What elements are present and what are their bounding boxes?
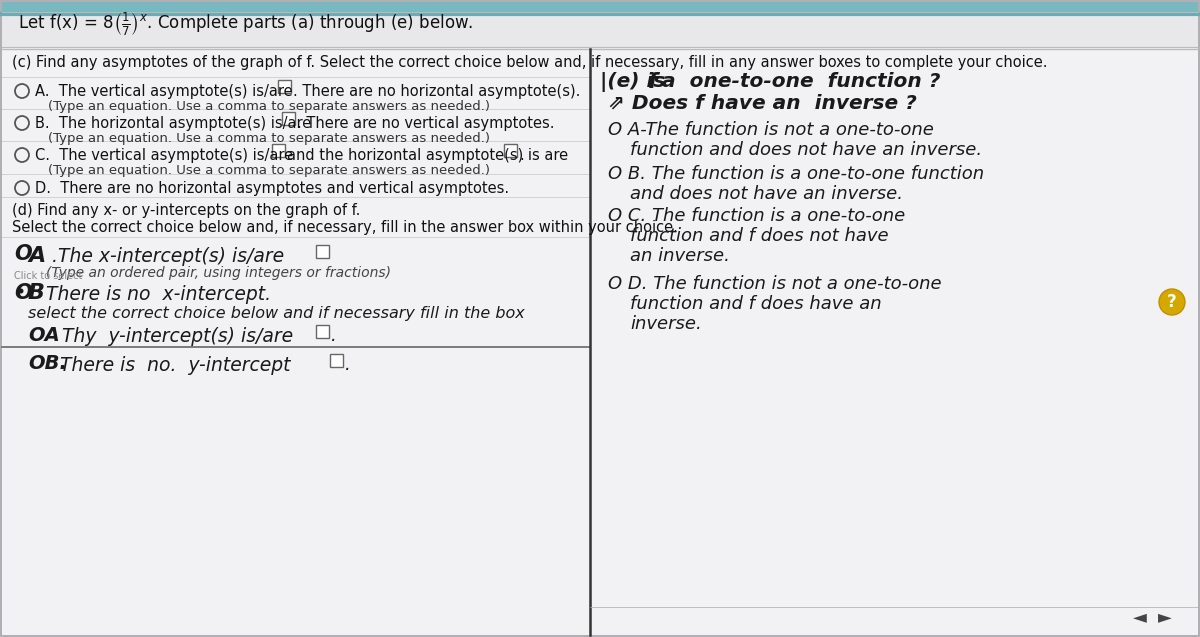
Text: O C. The function is a one-to-one: O C. The function is a one-to-one <box>608 207 905 225</box>
Text: a  one-to-one  function ?: a one-to-one function ? <box>662 72 941 91</box>
Text: O B. The function is a one-to-one function: O B. The function is a one-to-one functi… <box>608 165 984 183</box>
Bar <box>278 80 292 92</box>
Text: B.  The horizontal asymptote(s) is/are: B. The horizontal asymptote(s) is/are <box>35 116 316 131</box>
Bar <box>2 2 1198 12</box>
Text: (Type an equation. Use a comma to separate answers as needed.): (Type an equation. Use a comma to separa… <box>48 132 490 145</box>
Circle shape <box>18 289 24 294</box>
Text: .: . <box>346 356 350 374</box>
Text: (d) Find any x- or y-intercepts on the graph of f.: (d) Find any x- or y-intercepts on the g… <box>12 203 360 218</box>
Text: ?: ? <box>1168 293 1177 311</box>
Text: function and f does have an: function and f does have an <box>630 295 882 313</box>
Text: inverse.: inverse. <box>630 315 702 333</box>
Text: f: f <box>648 72 658 92</box>
Text: |(e) is: |(e) is <box>600 72 665 92</box>
Text: B: B <box>28 283 46 303</box>
Text: A: A <box>28 246 46 266</box>
Circle shape <box>1159 289 1186 315</box>
Text: ⇗ Does f have an  inverse ?: ⇗ Does f have an inverse ? <box>608 94 917 113</box>
Text: (c) Find any asymptotes of the graph of f. Select the correct choice below and, : (c) Find any asymptotes of the graph of … <box>12 55 1048 70</box>
Text: . There are no horizontal asymptote(s).: . There are no horizontal asymptote(s). <box>293 84 581 99</box>
Text: OA: OA <box>28 326 60 345</box>
Text: and the horizontal asymptote(s) is are: and the horizontal asymptote(s) is are <box>287 148 572 163</box>
Bar <box>2 12 1198 47</box>
Text: function and f does not have: function and f does not have <box>630 227 889 245</box>
Text: and does not have an inverse.: and does not have an inverse. <box>630 185 904 203</box>
Text: (Type an ordered pair, using integers or fractions): (Type an ordered pair, using integers or… <box>46 266 391 280</box>
Text: . There are no vertical asymptotes.: . There are no vertical asymptotes. <box>298 116 554 131</box>
Text: There is no  x-intercept.: There is no x-intercept. <box>46 285 271 304</box>
Text: (Type an equation. Use a comma to separate answers as needed.): (Type an equation. Use a comma to separa… <box>48 100 490 113</box>
Text: select the correct choice below and if necessary fill in the box: select the correct choice below and if n… <box>28 306 524 321</box>
Bar <box>316 245 329 257</box>
Bar <box>330 354 343 366</box>
Text: There is  no.  y-intercept: There is no. y-intercept <box>60 356 290 375</box>
Text: ►: ► <box>1158 608 1172 626</box>
Text: function and does not have an inverse.: function and does not have an inverse. <box>630 141 982 159</box>
Bar <box>504 143 517 157</box>
Text: ◄: ◄ <box>1133 608 1147 626</box>
Text: O: O <box>14 244 31 264</box>
Text: C.  The vertical asymptote(s) is/are: C. The vertical asymptote(s) is/are <box>35 148 298 163</box>
Bar <box>316 324 329 338</box>
Text: D.  There are no horizontal asymptotes and vertical asymptotes.: D. There are no horizontal asymptotes an… <box>35 181 509 196</box>
Text: .The x-intercept(s) is/are: .The x-intercept(s) is/are <box>46 247 284 266</box>
Text: Let f(x) = 8$\left(\frac{1}{7}\right)^{x}$. Complete parts (a) through (e) below: Let f(x) = 8$\left(\frac{1}{7}\right)^{x… <box>18 10 473 38</box>
Text: .: . <box>520 148 523 163</box>
Text: .: . <box>331 327 337 345</box>
Text: Click to select: Click to select <box>14 271 83 281</box>
Text: O A-The function is not a one-to-one: O A-The function is not a one-to-one <box>608 121 934 139</box>
Text: O: O <box>14 283 31 303</box>
Text: OB.: OB. <box>28 354 67 373</box>
Bar <box>282 111 295 124</box>
Text: O D. The function is not a one-to-one: O D. The function is not a one-to-one <box>608 275 942 293</box>
Bar <box>272 143 286 157</box>
Text: (Type an equation. Use a comma to separate answers as needed.): (Type an equation. Use a comma to separa… <box>48 164 490 177</box>
Text: A.  The vertical asymptote(s) is/are: A. The vertical asymptote(s) is/are <box>35 84 298 99</box>
Text: Thy  y-intercept(s) is/are: Thy y-intercept(s) is/are <box>56 327 293 346</box>
Text: Select the correct choice below and, if necessary, fill in the answer box within: Select the correct choice below and, if … <box>12 220 678 235</box>
Text: an inverse.: an inverse. <box>630 247 730 265</box>
